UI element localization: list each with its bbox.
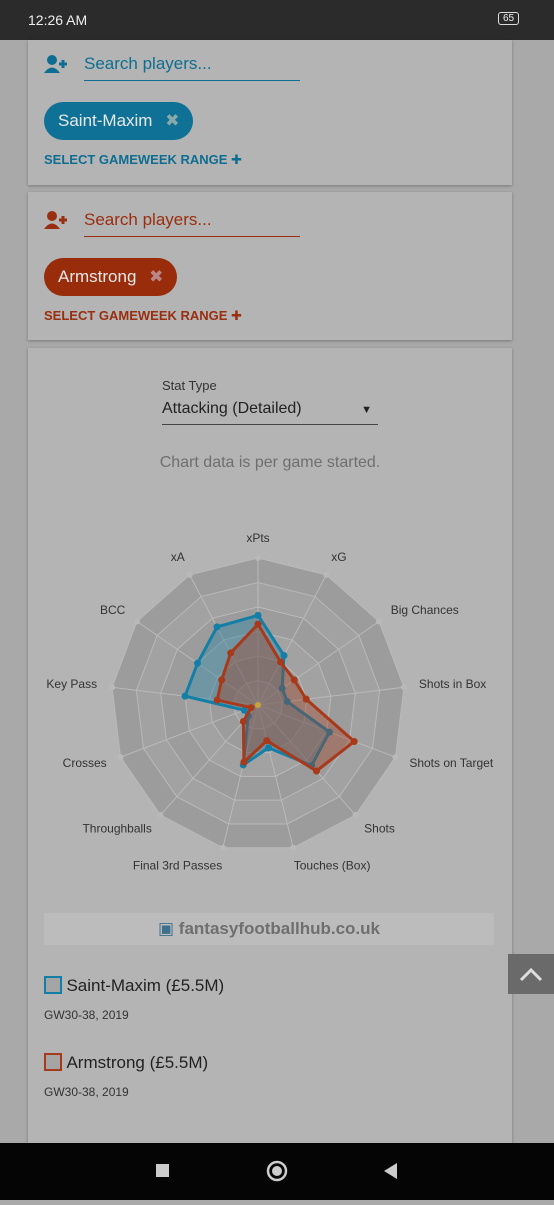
axis-end — [290, 844, 297, 851]
note: Chart data is per game started. — [159, 454, 381, 471]
range-button[interactable]: SELECT GAMEWEEK RANGE ✚ — [44, 152, 242, 167]
series-point — [218, 676, 226, 684]
axis-line — [257, 704, 356, 816]
axis-label: Shots — [364, 822, 395, 836]
series-point — [247, 704, 255, 712]
series-point — [265, 744, 273, 752]
add-user-icon — [44, 55, 67, 73]
legend-label: Saint-Maxim (£5.5M) — [66, 976, 225, 995]
stat-type-value: Attacking (Detailed) — [162, 400, 302, 417]
series-point — [280, 652, 288, 660]
axis-label: Final 3rd Passes — [133, 858, 222, 872]
axis-label: xA — [171, 550, 185, 564]
axis-line — [257, 686, 404, 706]
axis-label: xG — [331, 550, 346, 564]
legend-swatch — [44, 976, 62, 994]
legend-item: Saint-Maxim (£5.5M) GW30-38, 2019 — [44, 976, 344, 1022]
axis-line — [257, 574, 327, 706]
nav-bar — [0, 1143, 554, 1200]
chip-label: Armstrong — [58, 267, 137, 286]
radar-chart: xPts xG Big Chances Shots in Box Shots on Ta… — [46, 531, 494, 872]
axis-end — [255, 555, 261, 561]
series-point — [350, 737, 358, 745]
legend-subtitle: GW30-38, 2019 — [44, 1085, 129, 1099]
axis-end — [186, 571, 193, 578]
search-input[interactable]: Search players... — [84, 210, 300, 237]
axis-end — [109, 684, 116, 691]
series-point — [227, 649, 235, 657]
watermark-text: fantasyfootballhub.co.uk — [178, 919, 380, 938]
series-point — [239, 718, 247, 726]
series-point — [213, 696, 221, 704]
series-point — [290, 676, 298, 684]
axis-label: Touches (Box) — [294, 858, 371, 872]
player-chip[interactable]: Saint-Maxim ✖ — [44, 102, 194, 140]
axis-end — [392, 754, 399, 761]
series-point — [254, 620, 262, 628]
axis-end — [323, 571, 330, 578]
stat-type-select[interactable]: Attacking (Detailed) ▼ — [162, 400, 378, 425]
legend-item: Armstrong (£5.5M) GW30-38, 2019 — [44, 1053, 344, 1099]
axis-label: xPts — [246, 531, 269, 545]
add-user-icon — [44, 211, 67, 229]
series-point — [181, 692, 189, 700]
chip-label: Saint-Maxim — [58, 111, 153, 130]
axis-line — [222, 704, 259, 848]
center-dot — [255, 702, 261, 708]
axis-label: Shots in Box — [419, 677, 486, 691]
series-point — [277, 658, 285, 666]
axis-label: Shots on Target — [409, 756, 494, 770]
series-point — [263, 737, 271, 745]
series-point — [213, 623, 221, 631]
series-point — [278, 684, 286, 692]
status-bar: 12:26 AM 65 — [0, 0, 554, 40]
axis-end — [375, 618, 382, 625]
axis-end — [157, 812, 164, 819]
series-point — [312, 767, 320, 775]
axis-end — [400, 684, 407, 691]
legend-label: Armstrong (£5.5M) — [66, 1053, 209, 1072]
search-input[interactable]: Search players... — [84, 54, 300, 81]
axis-line — [257, 704, 294, 848]
player-chip[interactable]: Armstrong ✖ — [44, 258, 178, 296]
axis-label: BCC — [100, 603, 126, 617]
series-point — [283, 697, 291, 705]
axis-end — [219, 844, 226, 851]
axis-end — [117, 754, 124, 761]
axis-label: Throughballs — [82, 822, 151, 836]
player-card: Search players... Armstrong ✖ SELECT GAM… — [28, 192, 512, 340]
axis-label: Key Pass — [46, 677, 97, 691]
legend-subtitle: GW30-38, 2019 — [44, 1008, 129, 1022]
series-point — [254, 611, 262, 619]
scroll-top-button[interactable] — [508, 954, 554, 994]
range-label: SELECT GAMEWEEK RANGE — [44, 152, 228, 167]
axis-label: Crosses — [63, 756, 107, 770]
axis-label: Big Chances — [391, 603, 459, 617]
legend-swatch — [44, 1053, 62, 1071]
series-point — [194, 659, 202, 667]
axis-end — [134, 618, 141, 625]
axis-end — [352, 812, 359, 819]
time: 12:26 AM — [28, 12, 88, 28]
watermark: ▣ fantasyfootballhub.co.uk — [44, 913, 494, 945]
axis-line — [257, 621, 380, 706]
series-point — [302, 695, 310, 703]
series-point — [325, 728, 333, 736]
player-card: Search players... Saint-Maxim ✖ SELECT G… — [28, 40, 512, 185]
stat-type-label: Stat Type — [162, 378, 217, 393]
series-point — [240, 706, 248, 714]
axis-line — [189, 574, 259, 706]
range-label: SELECT GAMEWEEK RANGE — [44, 308, 228, 323]
range-button[interactable]: SELECT GAMEWEEK RANGE ✚ — [44, 308, 242, 323]
axis-line — [120, 704, 259, 758]
battery: 65 — [498, 12, 520, 25]
series-point — [240, 758, 248, 766]
